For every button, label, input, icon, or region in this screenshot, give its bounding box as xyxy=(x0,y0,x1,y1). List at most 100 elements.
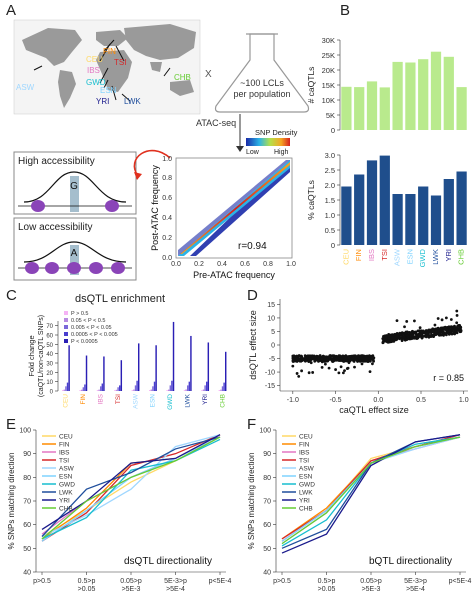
d-point xyxy=(387,334,391,338)
label-yri: YRI xyxy=(96,97,109,106)
c-bar-asw xyxy=(138,343,140,391)
d-point xyxy=(320,357,324,361)
d-point xyxy=(427,328,431,332)
d-point xyxy=(364,355,368,358)
d-point xyxy=(361,356,365,360)
e-legend-label: FIN xyxy=(59,442,70,449)
d-point xyxy=(453,332,457,336)
b-bar-tsi xyxy=(379,87,390,130)
d-point xyxy=(344,356,347,360)
d-xlabel: caQTL effect size xyxy=(339,405,409,415)
d-point xyxy=(395,335,399,338)
c-bar-tsi xyxy=(114,390,116,391)
panel-f-letter: F xyxy=(247,416,257,433)
d-point xyxy=(383,334,387,338)
f-legend-label: CHB xyxy=(299,506,313,513)
b-bar-asw xyxy=(392,194,403,245)
d-point xyxy=(455,321,459,325)
d-point xyxy=(453,324,456,328)
e-legend-label: ASW xyxy=(59,466,75,473)
svg-text:0.0: 0.0 xyxy=(162,255,172,262)
f-xtick-label: p>0.5 xyxy=(273,578,291,585)
svg-text:0.2: 0.2 xyxy=(194,261,204,268)
e-legend-label: CHB xyxy=(59,506,73,513)
c-cat-label: TSI xyxy=(115,394,122,404)
d-point xyxy=(353,365,356,369)
c-legend-swatch xyxy=(64,325,68,329)
d-point xyxy=(397,332,400,336)
panel-a-letter: A xyxy=(6,2,17,19)
e-ytick-label: 60 xyxy=(23,522,31,529)
d-point xyxy=(455,326,459,330)
f-ylabel: % SNPs matching direction xyxy=(247,453,256,550)
d-point xyxy=(455,314,459,317)
c-bar-ibs xyxy=(98,389,100,391)
density-title: SNP Density xyxy=(255,128,298,137)
flask-icon xyxy=(214,33,310,113)
c-bar-asw xyxy=(133,389,135,391)
d-point xyxy=(337,371,341,375)
b-bar-chb xyxy=(456,171,467,245)
c-bar-asw xyxy=(131,390,134,391)
d-point xyxy=(418,326,422,330)
c-cat-label: ESN xyxy=(150,394,157,408)
e-xtick-label: >5E-3 xyxy=(122,586,141,593)
d-point xyxy=(295,354,299,358)
e-ytick-label: 90 xyxy=(23,451,31,458)
d-point xyxy=(444,316,448,320)
c-cat-label: ASW xyxy=(132,393,139,409)
panel-b-charts: 0 5K 10K 15K 20K 25K 30K # caQTLs 0 0.5 1.0 1.5 2.0 2… xyxy=(306,36,467,267)
d-point xyxy=(423,334,426,338)
d-point xyxy=(417,333,420,337)
c-legend-swatch xyxy=(64,311,68,315)
d-point xyxy=(371,362,374,366)
e-ylabel: % SNPs matching direction xyxy=(7,453,16,550)
c-bar-chb xyxy=(221,386,224,391)
c-bar-esn xyxy=(149,390,151,391)
d-point xyxy=(342,359,346,363)
c-bar-ceu xyxy=(68,345,70,391)
d-point xyxy=(317,359,320,363)
b-cat-label: GWD xyxy=(418,248,427,267)
d-point xyxy=(391,336,394,340)
c-bar-esn xyxy=(155,345,157,391)
d-point xyxy=(341,371,345,375)
d-point xyxy=(331,358,335,362)
b-ylabel: # caQTLs xyxy=(306,67,316,104)
d-point xyxy=(341,354,345,358)
d-ytick-label: -10 xyxy=(265,370,275,377)
d-point xyxy=(424,329,428,333)
b-bar-lwk xyxy=(430,51,442,131)
b-ytick-label: 2.0 xyxy=(325,181,335,190)
e-ytick-label: 40 xyxy=(23,570,31,577)
d-point xyxy=(403,325,406,329)
c-bar-fin xyxy=(81,389,83,391)
d-point xyxy=(402,335,406,339)
d-point xyxy=(297,374,301,378)
b-cat-label: ESN xyxy=(405,249,414,264)
f-xtick-label: 5E-3>p xyxy=(404,578,427,585)
d-point xyxy=(449,318,453,321)
c-bar-gwd xyxy=(172,321,175,391)
e-title: dsQTL directionality xyxy=(124,556,212,567)
density-colorbar xyxy=(246,138,290,146)
d-point xyxy=(405,330,409,334)
d-point xyxy=(300,369,304,373)
b-bar-chb xyxy=(456,87,467,130)
c-bar-gwd xyxy=(168,389,170,391)
d-point xyxy=(337,354,341,358)
f-ytick-label: 60 xyxy=(263,522,271,529)
d-point xyxy=(445,327,449,331)
label-asw: ASW xyxy=(16,83,35,92)
d-point xyxy=(323,362,327,366)
label-tsi: TSI xyxy=(114,58,126,67)
label-fin: FIN xyxy=(103,47,116,56)
label-chb: CHB xyxy=(174,73,191,82)
label-lwk: LWK xyxy=(124,97,141,106)
d-point xyxy=(357,357,361,360)
d-point xyxy=(410,337,414,340)
d-annotation: r = 0.85 xyxy=(433,373,464,383)
c-legend-label: 0.005 < P < 0.05 xyxy=(71,325,112,331)
f-xtick-label: 0.5>p xyxy=(318,578,336,585)
